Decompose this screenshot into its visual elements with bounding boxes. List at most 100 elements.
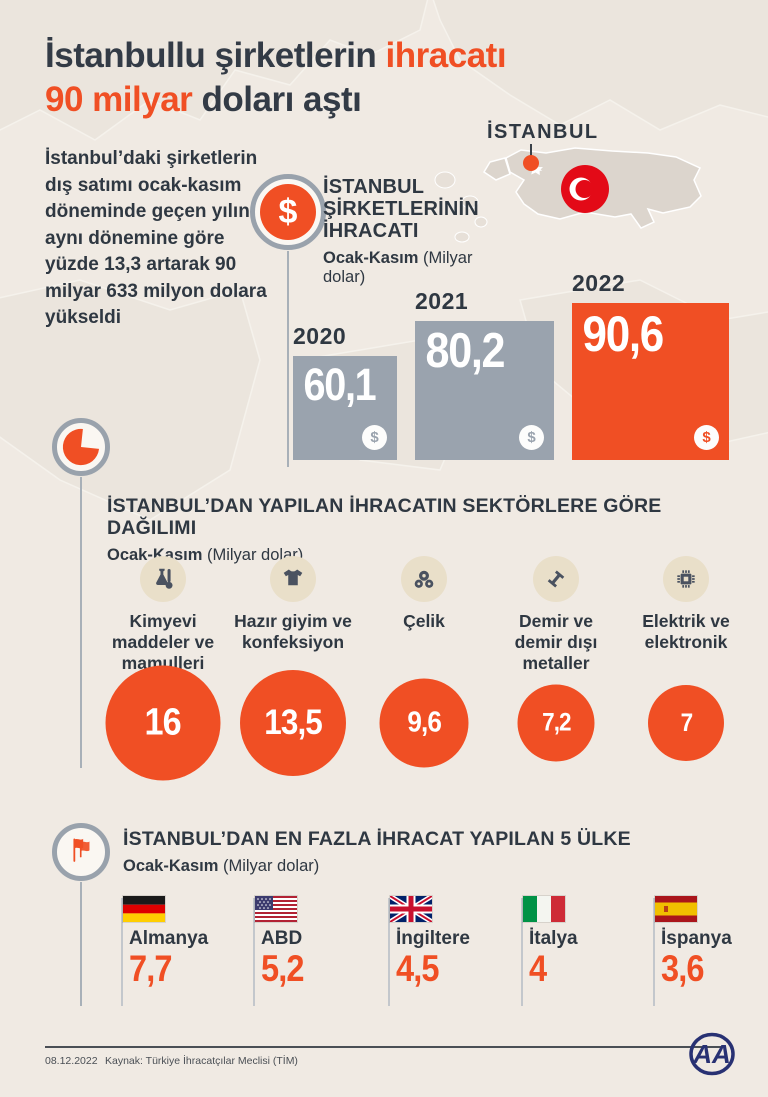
- chemistry-flask-icon: [140, 556, 186, 602]
- country-value: 4: [529, 948, 547, 989]
- title-line1-orange: ihracatı: [385, 36, 507, 75]
- italy-flag-icon: [523, 896, 565, 922]
- spain-flag-icon: [655, 896, 697, 922]
- footer-date: 08.12.2022: [45, 1055, 98, 1067]
- page-title: İstanbullu şirketlerin ihracatı 90 milya…: [45, 34, 507, 122]
- usa-flag-icon: [255, 896, 297, 922]
- sector-value-bubble: 9,6: [379, 678, 469, 768]
- dollar-badge-icon: $: [519, 425, 544, 450]
- sector-value: 9,6: [407, 706, 442, 739]
- bar-column-2020: 2020 60,1 $: [293, 323, 397, 460]
- germany-flag-icon: [123, 896, 165, 922]
- country-name: ABD: [261, 928, 303, 949]
- sector-label: Demir ve demir dışı metaller: [514, 611, 598, 673]
- sector-column-electronics: Elektrik ve elektronik: [630, 556, 742, 653]
- footer-source: Kaynak: Türkiye İhracatçılar Meclisi (Tİ…: [105, 1055, 298, 1067]
- section3-header: İSTANBUL’DAN EN FAZLA İHRACAT YAPILAN 5 …: [123, 828, 723, 876]
- country-name: İtalya: [529, 928, 578, 949]
- footer-divider: [45, 1046, 722, 1048]
- flag-pole: [521, 898, 523, 1006]
- section3-subtitle-period: Ocak-Kasım: [123, 857, 219, 875]
- bar-2021: 80,2 $: [415, 321, 554, 460]
- country-value: 3,6: [661, 948, 705, 989]
- sector-column-apparel: Hazır giyim ve konfeksiyon: [226, 556, 360, 653]
- title-line2-dark: doları aştı: [201, 80, 362, 119]
- title-line2-orange: 90 milyar: [45, 80, 202, 119]
- bar-2020: 60,1 $: [293, 356, 397, 460]
- country-column-spain: İspanya 3,6: [652, 896, 768, 1008]
- sector-column-chemicals: Kimyevi maddeler ve mamulleri: [101, 556, 225, 674]
- section2-title: İSTANBUL’DAN YAPILAN İHRACATIN SEKTÖRLER…: [107, 495, 662, 539]
- bar-year-label: 2021: [415, 288, 469, 314]
- sector-value: 13,5: [264, 703, 323, 742]
- section1-subtitle-period: Ocak-Kasım: [323, 249, 419, 267]
- sector-value: 16: [144, 701, 182, 744]
- istanbul-map-label: İSTANBUL: [487, 121, 599, 143]
- flag-pole: [653, 898, 655, 1006]
- country-name: İngiltere: [396, 928, 470, 949]
- sector-value-bubble: 7: [648, 685, 724, 761]
- title-line1-dark: İstanbullu şirketlerin: [45, 36, 386, 75]
- anadolu-agency-logo: AA: [686, 1030, 738, 1083]
- bar-2022: 90,6 $: [572, 303, 729, 460]
- turkey-map-shape: [482, 147, 702, 229]
- tshirt-icon: [270, 556, 316, 602]
- sector-value-bubble: 13,5: [240, 670, 346, 776]
- section2-header: İSTANBUL’DAN YAPILAN İHRACATIN SEKTÖRLER…: [107, 495, 737, 565]
- country-name: İspanya: [661, 928, 732, 949]
- flags-icon: [52, 823, 110, 881]
- sector-label: Elektrik ve elektronik: [642, 611, 730, 652]
- country-column-uk: İngiltere 4,5: [387, 896, 517, 1008]
- bar-year-label: 2022: [572, 270, 626, 296]
- country-name: Almanya: [129, 928, 209, 949]
- bar-value-label: 90,6: [582, 306, 665, 362]
- dollar-badge-icon: $: [362, 425, 387, 450]
- ibeam-icon: [533, 556, 579, 602]
- section1-header: İSTANBUL ŞİRKETLERİNİN İHRACATI Ocak-Kas…: [323, 176, 513, 287]
- bar-column-2021: 2021 80,2 $: [415, 288, 554, 460]
- country-value: 7,7: [129, 948, 173, 989]
- country-column-usa: ABD 5,2: [252, 896, 382, 1008]
- section3-subtitle-unit: (Milyar dolar): [218, 857, 320, 875]
- flag-pole: [388, 898, 390, 1006]
- microchip-icon: [663, 556, 709, 602]
- section2-subtitle-period: Ocak-Kasım: [107, 546, 203, 564]
- flag-pole: [253, 898, 255, 1006]
- aa-logo-text: AA: [692, 1039, 731, 1069]
- bar-value-label: 80,2: [425, 324, 506, 378]
- uk-flag-icon: [390, 896, 432, 922]
- flag-pole: [121, 898, 123, 1006]
- sector-label: Hazır giyim ve konfeksiyon: [234, 611, 352, 652]
- country-value: 5,2: [261, 948, 305, 989]
- sector-value-bubble: 7,2: [517, 684, 595, 762]
- bar-value-label: 60,1: [303, 359, 377, 410]
- istanbul-location-dot: [523, 155, 539, 171]
- dollar-badge-icon: $: [694, 425, 719, 450]
- dollar-sign-icon: $: [260, 184, 316, 240]
- country-column-germany: Almanya 7,7: [120, 896, 250, 1008]
- dollar-coin-icon: $: [250, 174, 326, 250]
- sector-value-bubble: 16: [105, 665, 221, 781]
- intro-paragraph: İstanbul’daki şirketlerin dış satımı oca…: [45, 148, 267, 328]
- steel-coils-icon: [401, 556, 447, 602]
- istanbul-pointer-line: [530, 144, 532, 156]
- sector-column-steel: Çelik: [369, 556, 479, 632]
- section1-title: İSTANBUL ŞİRKETLERİNİN İHRACATI: [323, 176, 479, 242]
- country-value: 4,5: [396, 948, 440, 989]
- sector-value: 7: [680, 708, 693, 737]
- turkish-flag-emblem: [529, 163, 609, 213]
- exports-bar-chart: 2020 60,1 $ 2021 80,2 $ 2022 90,6 $: [293, 270, 729, 460]
- section3-title: İSTANBUL’DAN EN FAZLA İHRACAT YAPILAN 5 …: [123, 828, 631, 850]
- section3-guide-line: [80, 882, 82, 1006]
- country-column-italy: İtalya 4: [520, 896, 650, 1008]
- sector-column-metals: Demir ve demir dışı metaller: [503, 556, 609, 674]
- section1-guide-line: [287, 251, 289, 467]
- sector-label: Çelik: [403, 611, 445, 631]
- bar-column-2022: 2022 90,6 $: [572, 270, 729, 460]
- pie-chart-icon: [52, 418, 110, 476]
- section1-subtitle-unit: (Milyar dolar): [323, 249, 473, 286]
- bar-year-label: 2020: [293, 323, 347, 349]
- section2-guide-line: [80, 477, 82, 768]
- sector-value: 7,2: [541, 708, 571, 737]
